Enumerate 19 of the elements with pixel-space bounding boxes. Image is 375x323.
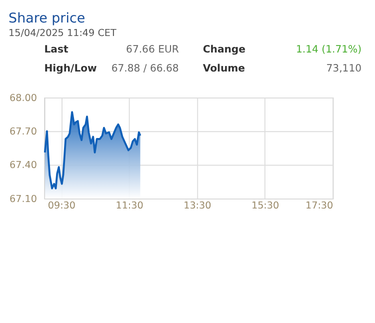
x-tick-label: 13:30: [184, 200, 212, 212]
y-tick-label: 67.10: [10, 194, 38, 205]
x-tick-label: 11:30: [116, 200, 144, 212]
y-tick-label: 67.40: [10, 160, 38, 172]
text: Last: [44, 44, 68, 56]
chart-title: Share price: [8, 12, 86, 26]
text: Volume: [202, 64, 246, 75]
x-tick-label: 17:30: [305, 200, 334, 212]
text: 73,110: [326, 64, 362, 75]
text: High/Low: [44, 64, 97, 75]
x-tick-label: 09:30: [48, 200, 76, 212]
chart-subtitle: 15/04/2025 11:49 CET: [8, 28, 116, 39]
text: 67.66 EUR: [126, 44, 179, 56]
text: 67.88 / 66.68: [111, 64, 179, 75]
x-tick-label: 15:30: [251, 200, 280, 212]
text: Change: [202, 44, 246, 56]
y-tick-label: 67.70: [10, 126, 38, 138]
y-tick-label: 68.00: [10, 92, 38, 104]
text: 1.14 (1.71%): [296, 44, 362, 56]
